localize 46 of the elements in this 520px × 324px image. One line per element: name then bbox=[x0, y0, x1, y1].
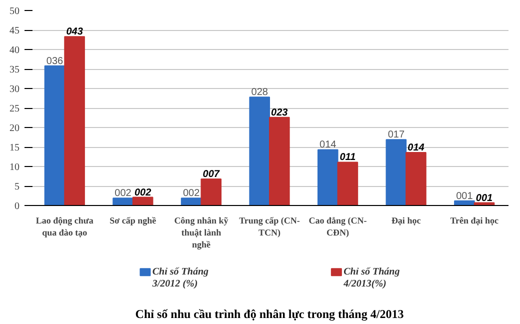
text: Chỉ số nhu cầu trình độ nhân lực trong tháng 4/2013 bbox=[135, 307, 404, 322]
data-label: 014 bbox=[320, 140, 337, 151]
y-tick-label: 30 bbox=[10, 84, 20, 95]
data-label: 001 bbox=[456, 190, 474, 202]
data-label: 017 bbox=[388, 130, 405, 141]
bar bbox=[200, 178, 222, 206]
data-label: 001 bbox=[476, 192, 494, 204]
legend-label: Chỉ số Tháng 4/2013(%) bbox=[342, 266, 400, 290]
data-label: 023 bbox=[271, 107, 288, 118]
bar bbox=[337, 162, 358, 206]
data-label: 007 bbox=[202, 168, 220, 180]
y-tick-label: 15 bbox=[10, 142, 20, 154]
data-label: 002 bbox=[182, 188, 200, 200]
bar bbox=[112, 198, 134, 206]
y-tick-label: 10 bbox=[10, 162, 20, 173]
data-label: 014 bbox=[408, 142, 425, 154]
x-tick-label: Cao đẳng (CN-CĐN) bbox=[308, 216, 367, 238]
x-tick-label: Sơ cấp nghề bbox=[110, 216, 156, 226]
x-tick-label: Trên đại học bbox=[450, 216, 499, 226]
y-tick-label: 20 bbox=[10, 123, 20, 134]
bar bbox=[44, 65, 66, 206]
data-label: 036 bbox=[46, 56, 64, 67]
y-tick-label: 40 bbox=[10, 45, 20, 56]
bar bbox=[406, 152, 426, 206]
data-label: 002 bbox=[114, 188, 132, 200]
bar bbox=[386, 139, 407, 206]
data-label: 028 bbox=[251, 87, 268, 98]
x-tick-label: Lao động chưa qua đào tạo bbox=[36, 216, 94, 238]
x-tick-label: Công nhân kỹ thuật lành nghề bbox=[174, 216, 229, 250]
legend-label: Chỉ số Tháng 3/2012 (%) bbox=[151, 266, 209, 290]
bar bbox=[317, 149, 338, 206]
x-tick-label: Trung cấp (CN-TCN) bbox=[239, 216, 300, 238]
y-tick-label: 45 bbox=[10, 26, 20, 36]
y-tick-label: 50 bbox=[10, 6, 20, 17]
y-tick-label: 5 bbox=[14, 182, 20, 192]
bar bbox=[132, 196, 154, 206]
bar bbox=[269, 116, 290, 206]
bar bbox=[64, 36, 85, 206]
data-label: 043 bbox=[66, 26, 84, 38]
bar bbox=[249, 96, 270, 206]
data-label: 011 bbox=[340, 152, 356, 164]
x-tick-label: Đại học bbox=[391, 216, 421, 226]
y-tick-label: 35 bbox=[10, 64, 20, 76]
data-label: 002 bbox=[134, 187, 152, 198]
y-tick-label: 25 bbox=[10, 104, 20, 114]
y-tick-label: 0 bbox=[14, 201, 20, 212]
